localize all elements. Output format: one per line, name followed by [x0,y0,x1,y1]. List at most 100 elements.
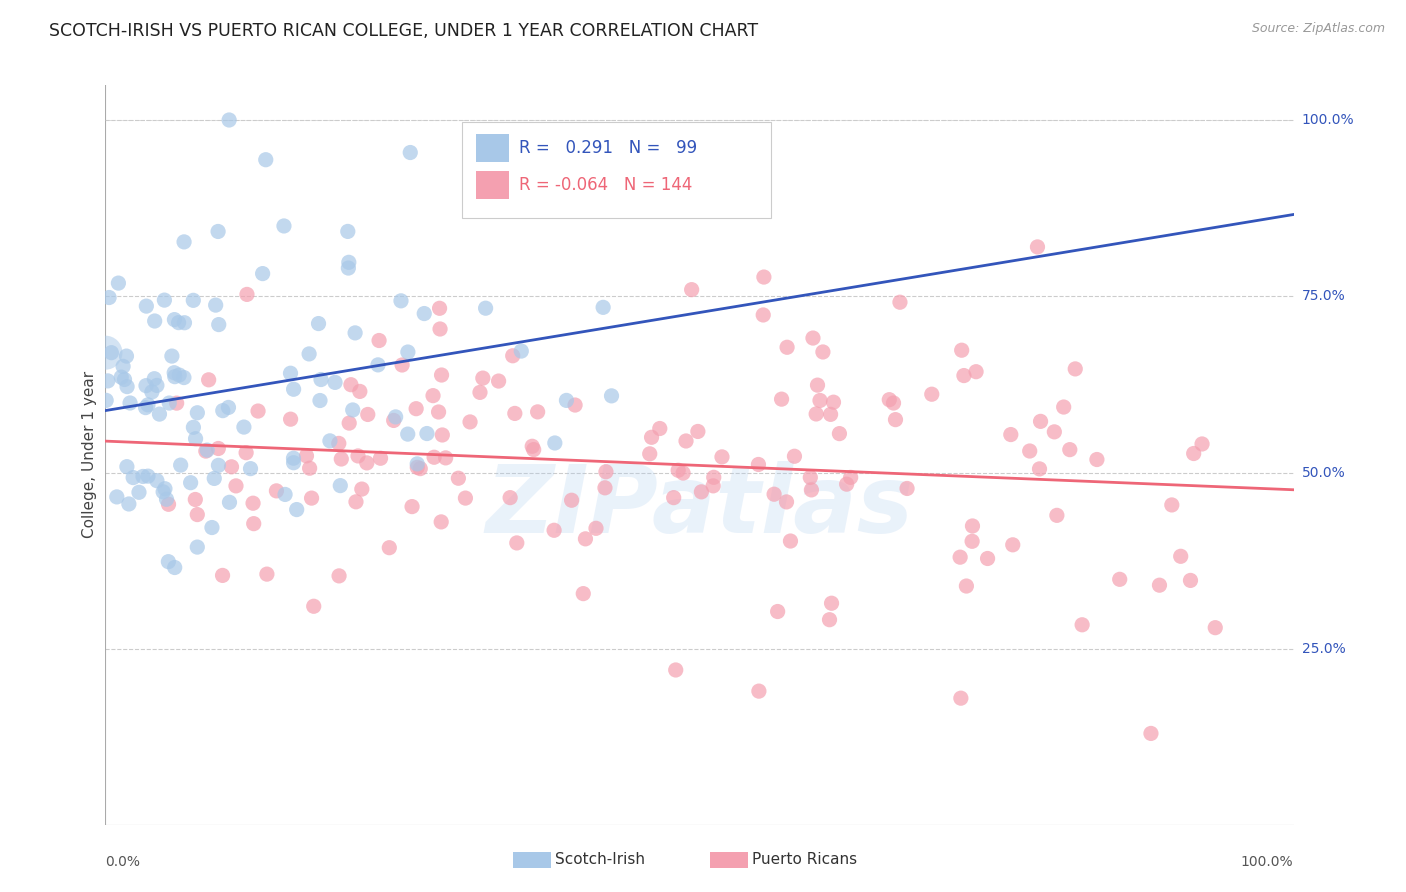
Point [118,497,141,511]
Point [254,153,277,167]
Point [328,569,350,583]
Point [217,401,239,415]
Point [197,373,219,387]
Point [1043,425,1066,439]
Point [1140,726,1163,740]
Point [471,371,494,385]
Point [432,428,454,442]
Point [702,479,724,493]
Point [401,500,423,514]
Point [648,421,671,435]
Point [152,484,174,499]
Point [235,446,257,460]
Point [342,403,364,417]
Point [965,365,987,379]
Point [337,416,360,430]
Point [357,408,380,422]
Point [523,442,546,457]
Point [752,270,775,285]
Point [949,691,972,706]
Point [955,579,977,593]
Point [183,420,205,434]
Point [329,478,352,492]
Point [349,384,371,399]
Point [115,379,138,393]
Point [820,408,842,422]
Point [112,359,135,374]
Point [367,358,389,372]
Point [976,551,998,566]
Point [389,293,412,308]
Point [835,477,858,491]
Point [950,343,973,358]
Point [889,295,911,310]
Point [309,393,332,408]
Point [883,396,905,410]
Point [416,426,439,441]
Point [211,403,233,417]
Point [555,393,578,408]
Point [884,412,907,426]
Point [301,491,323,505]
Point [839,470,862,484]
Point [336,224,359,238]
Point [406,457,429,471]
Y-axis label: College, Under 1 year: College, Under 1 year [82,371,97,539]
Point [1029,414,1052,428]
Point [672,466,695,480]
Point [97,374,120,388]
Point [405,401,427,416]
Point [141,384,163,399]
FancyBboxPatch shape [461,122,770,218]
Point [308,317,330,331]
Point [285,502,308,516]
Point [502,349,524,363]
Point [396,345,419,359]
Point [211,568,233,582]
Point [236,287,259,301]
Point [1026,240,1049,254]
Point [427,405,450,419]
Point [806,378,828,392]
Point [468,385,491,400]
Point [135,299,157,313]
Text: ZIPatlas: ZIPatlas [485,461,914,553]
Point [319,434,342,448]
Point [776,340,799,354]
Point [422,389,444,403]
Point [153,482,176,496]
Point [204,298,226,312]
Point [640,430,662,444]
Point [239,461,262,475]
Point [1071,617,1094,632]
Point [207,458,229,473]
Text: 100.0%: 100.0% [1302,113,1354,127]
Point [686,425,709,439]
Point [167,316,190,330]
Point [280,412,302,426]
Point [283,456,305,470]
Point [1191,437,1213,451]
Point [370,451,392,466]
Point [896,482,918,496]
Point [503,406,526,420]
Point [135,378,157,392]
Point [804,407,827,421]
Point [350,482,373,496]
FancyBboxPatch shape [477,135,509,162]
Point [184,492,207,507]
Point [202,471,225,485]
Point [157,555,180,569]
Point [163,369,186,384]
Point [662,491,685,505]
Point [681,283,703,297]
Point [962,519,984,533]
Point [146,378,169,392]
Point [378,541,401,555]
Point [309,372,332,386]
Point [447,471,470,485]
Point [572,586,595,600]
Point [146,474,169,488]
Point [201,520,224,534]
Point [770,392,793,406]
